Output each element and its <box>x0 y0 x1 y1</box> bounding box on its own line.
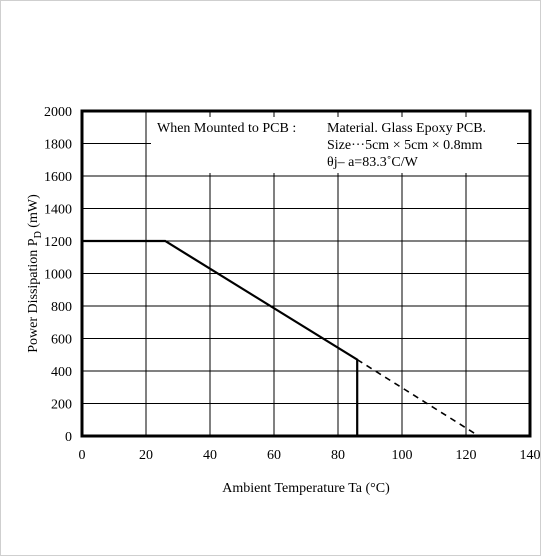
y-tick-label-2: 400 <box>51 365 72 380</box>
series-line-dashed <box>356 358 480 437</box>
y-tick-label-6: 1200 <box>44 235 72 250</box>
x-tick-label-6: 120 <box>456 448 477 463</box>
annotation-thermal-resistance: θj– a=83.3˚C/W <box>327 155 419 170</box>
annotation-material: Material. Glass Epoxy PCB. <box>327 121 486 136</box>
x-tick-label-3: 60 <box>267 448 281 463</box>
y-axis-label: Power Dissipation PD (mW) <box>26 194 44 353</box>
x-tick-labels: 0 20 40 60 80 100 120 140 <box>79 448 541 463</box>
y-tick-labels: 0 200 400 600 800 1000 1200 1400 1600 1800 2000 <box>44 105 72 445</box>
y-tick-label-4: 800 <box>51 300 72 315</box>
y-tick-label-3: 600 <box>51 333 72 348</box>
y-tick-label-5: 1000 <box>44 268 72 283</box>
y-tick-label-7: 1400 <box>44 203 72 218</box>
x-tick-label-4: 80 <box>331 448 345 463</box>
y-tick-label-0: 0 <box>65 430 72 445</box>
x-tick-label-7: 140 <box>520 448 541 463</box>
x-tick-label-1: 20 <box>139 448 153 463</box>
x-axis-label: Ambient Temperature Ta (°C) <box>222 481 390 496</box>
annotation-mount-label: When Mounted to PCB : <box>157 121 296 136</box>
annotation-size: Size···5cm × 5cm × 0.8mm <box>327 138 482 153</box>
y-tick-label-8: 1600 <box>44 170 72 185</box>
x-tick-label-2: 40 <box>203 448 217 463</box>
y-tick-label-10: 2000 <box>44 105 72 120</box>
annotation-background <box>151 117 517 173</box>
series-group <box>82 239 480 437</box>
x-tick-label-5: 100 <box>392 448 413 463</box>
plot-border <box>80 109 532 438</box>
y-tick-label-9: 1800 <box>44 138 72 153</box>
series-line-solid <box>82 239 359 436</box>
y-axis-label-sub: D <box>33 231 44 238</box>
y-axis-label-main: Power Dissipation P <box>26 238 41 353</box>
y-tick-label-1: 200 <box>51 398 72 413</box>
x-tick-label-0: 0 <box>79 448 86 463</box>
y-axis-label-unit: (mW) <box>26 194 41 231</box>
